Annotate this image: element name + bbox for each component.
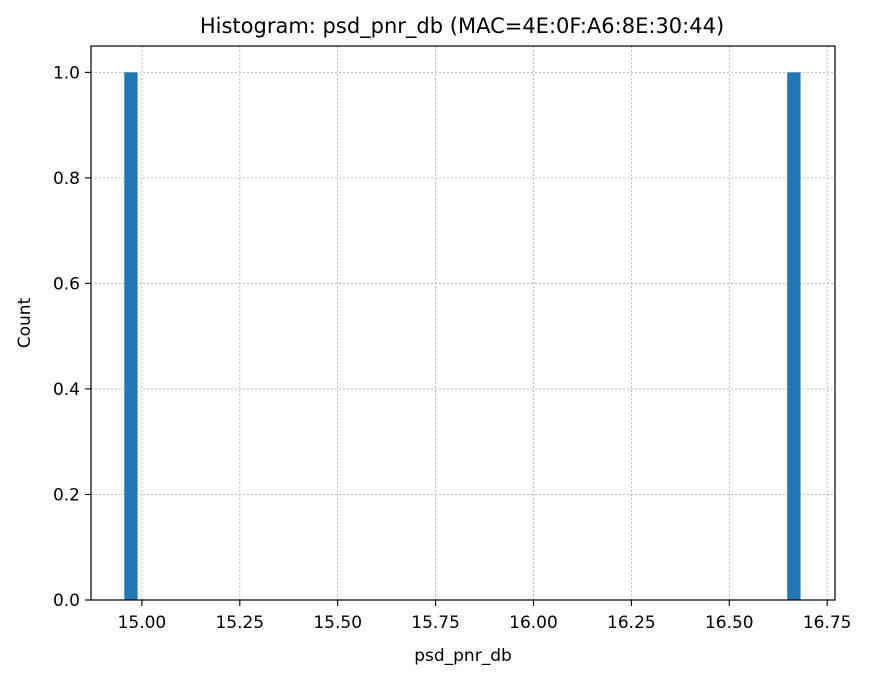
y-tick-label: 0.4	[53, 380, 80, 400]
x-tick-label: 15.25	[215, 613, 264, 633]
chart-title: Histogram: psd_pnr_db (MAC=4E:0F:A6:8E:3…	[200, 14, 724, 39]
x-tick-label: 15.75	[411, 613, 460, 633]
histogram-bar	[124, 72, 138, 600]
x-tick-label: 16.25	[607, 613, 656, 633]
y-tick-label: 0.6	[53, 274, 80, 294]
y-axis: 0.0 0.2 0.4 0.6 0.8 1.0	[53, 63, 91, 611]
bars	[124, 72, 801, 600]
x-axis: 15.00 15.25 15.50 15.75 16.00 16.25 16.50 16.75	[118, 600, 852, 633]
histogram-bar	[787, 72, 801, 600]
y-tick-label: 0.2	[53, 485, 80, 505]
y-tick-label: 1.0	[53, 63, 80, 83]
grid-lines	[91, 46, 835, 601]
x-tick-label: 16.75	[803, 613, 852, 633]
y-tick-label: 0.8	[53, 169, 80, 189]
x-tick-label: 16.00	[509, 613, 558, 633]
y-axis-label: Count	[15, 297, 35, 348]
x-tick-label: 15.00	[118, 613, 167, 633]
x-tick-label: 15.50	[313, 613, 362, 633]
y-tick-label: 0.0	[53, 591, 80, 611]
plot-frame	[90, 45, 836, 601]
x-tick-label: 16.50	[705, 613, 754, 633]
x-axis-label: psd_pnr_db	[414, 646, 512, 666]
